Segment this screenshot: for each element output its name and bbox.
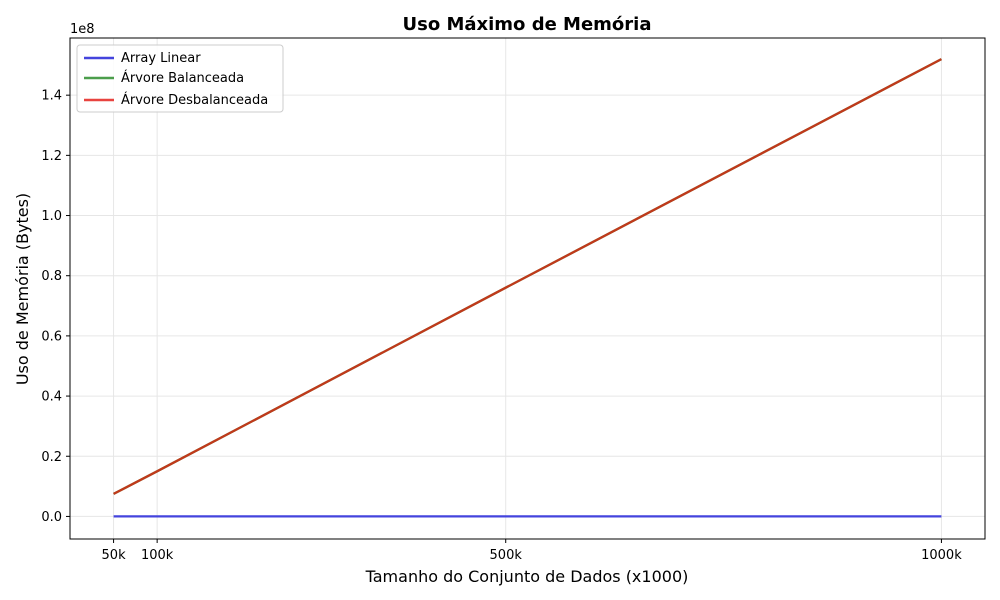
legend-label-array-linear: Array Linear bbox=[121, 51, 201, 66]
x-tick-label: 100k bbox=[141, 548, 174, 563]
x-tick-label: 50k bbox=[102, 548, 127, 563]
series-lines bbox=[113, 58, 942, 518]
y-offset-label: 1e8 bbox=[70, 22, 95, 37]
y-tick-label: 1.2 bbox=[41, 149, 62, 164]
x-tick-label: 1000k bbox=[921, 548, 962, 563]
y-axis-label: Uso de Memória (Bytes) bbox=[13, 193, 32, 385]
legend-box bbox=[76, 44, 284, 113]
y-tick-label: 0.4 bbox=[41, 390, 62, 405]
legend: Array Linear Árvore Balanceada Árvore De… bbox=[76, 44, 284, 113]
y-tick-label: 0.8 bbox=[41, 269, 62, 284]
plot-frame bbox=[69, 37, 986, 540]
x-tick-label: 500k bbox=[490, 548, 523, 563]
x-axis-label: Tamanho do Conjunto de Dados (x1000) bbox=[365, 567, 689, 586]
y-tick-label: 0.6 bbox=[41, 329, 62, 344]
axis-ticks: 50k 100k 500k 1000k 0.0 0.2 0.4 0.6 0.8 1.0 1.2 1.4 bbox=[41, 89, 962, 563]
legend-label-arvore-desbalanceada: Árvore Desbalanceada bbox=[121, 92, 268, 108]
y-tick-label: 1.4 bbox=[41, 89, 62, 104]
legend-label-arvore-balanceada: Árvore Balanceada bbox=[121, 70, 244, 86]
y-tick-label: 0.2 bbox=[41, 450, 62, 465]
series-line-arvore-desbalanceada bbox=[113, 58, 942, 495]
chart-title: Uso Máximo de Memória bbox=[403, 14, 652, 35]
y-tick-label: 0.0 bbox=[41, 510, 62, 525]
y-tick-label: 1.0 bbox=[41, 209, 62, 224]
